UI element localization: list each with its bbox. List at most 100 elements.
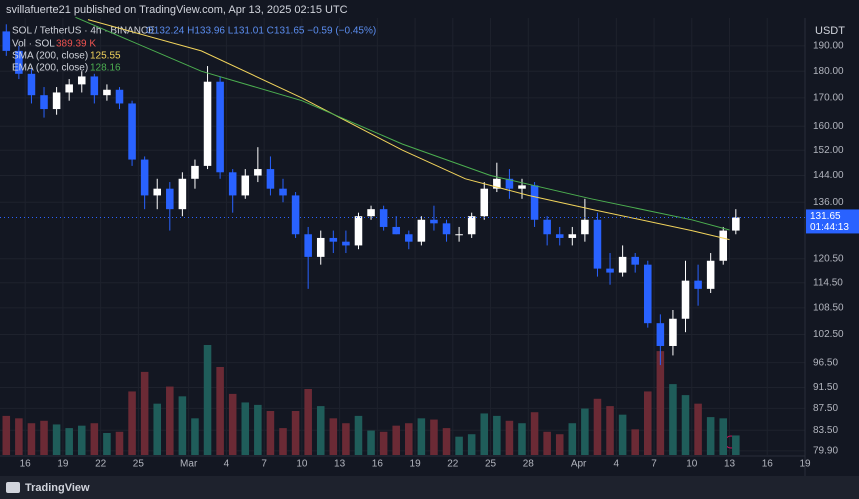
candle-body: [732, 217, 740, 231]
volume-bar: [593, 398, 602, 455]
volume-bar: [618, 414, 627, 455]
candle-body: [316, 237, 325, 257]
volume-bar: [103, 433, 111, 455]
candle-body: [543, 219, 551, 235]
candle-body: [77, 76, 86, 85]
candle-body: [329, 237, 338, 242]
x-tick-label: 4: [224, 459, 230, 470]
x-tick-label: 19: [57, 459, 69, 470]
candle-body: [644, 264, 652, 324]
y-tick-label: 160.00: [813, 121, 844, 132]
volume-bar: [442, 428, 451, 455]
candle-body: [191, 165, 199, 179]
candle-body: [681, 280, 690, 319]
y-tick-label: 87.50: [813, 403, 838, 414]
volume-bar: [681, 395, 690, 455]
last-price-label: 131.65: [810, 211, 841, 222]
candle-body: [65, 84, 73, 93]
volume-bar: [52, 424, 61, 455]
candle-body: [694, 280, 702, 289]
y-tick-label: 152.00: [813, 145, 844, 156]
volume-bar: [291, 411, 300, 455]
candle-body: [52, 92, 61, 110]
x-tick-label: 16: [20, 459, 32, 470]
volume-bar: [153, 403, 161, 455]
candle-body: [40, 95, 48, 110]
volume-bar: [505, 420, 514, 455]
candle-body: [555, 234, 564, 238]
candle-body: [417, 219, 426, 242]
candle-body: [166, 188, 174, 210]
candle-body: [593, 219, 602, 269]
volume-bar: [77, 425, 86, 455]
volume-bar: [304, 389, 312, 455]
volume-bar: [606, 406, 614, 455]
candle-body: [631, 256, 639, 265]
indicator-line: [87, 19, 730, 241]
candle-body: [291, 195, 300, 235]
x-tick-label: 13: [724, 459, 736, 470]
volume-bar: [203, 345, 212, 455]
y-tick-label: 91.50: [813, 382, 838, 393]
volume-bar: [279, 428, 287, 455]
ohlc-label: O132.24 H133.96 L131.01 C131.65 −0.59 (−…: [146, 26, 376, 37]
volume-bar: [467, 434, 476, 455]
y-tick-label: 96.50: [813, 357, 838, 368]
volume-label: 389.39 K: [56, 39, 96, 50]
volume-bar: [128, 391, 136, 455]
indicator-value: 125.55: [90, 51, 121, 62]
x-tick-label: 16: [372, 459, 384, 470]
y-tick-label: 83.50: [813, 425, 838, 436]
y-tick-label: 180.00: [813, 66, 844, 77]
candle-body: [656, 323, 665, 346]
candle-body: [153, 188, 161, 196]
currency: USDT: [815, 25, 845, 37]
volume-bar: [90, 423, 99, 455]
x-tick-label: 4: [614, 459, 620, 470]
volume-bar: [430, 419, 438, 455]
candle-body: [128, 103, 136, 160]
candle-body: [203, 81, 212, 166]
volume-bar: [656, 351, 665, 455]
x-tick-label: 19: [799, 459, 811, 470]
volume-bar: [2, 415, 11, 455]
x-tick-label: 10: [296, 459, 308, 470]
candle-body: [15, 50, 23, 74]
volume-bar: [694, 403, 702, 455]
candle-body: [379, 209, 388, 227]
x-tick-label: Mar: [180, 459, 198, 470]
volume-bar: [518, 423, 526, 455]
candle-body: [279, 188, 287, 196]
indicator-name: EMA (200, close): [12, 63, 88, 74]
candle-body: [706, 260, 715, 289]
volume-bar: [266, 411, 275, 455]
candle-body: [216, 81, 224, 173]
candle-body: [568, 234, 577, 238]
publisher: svillafuerte21 published on TradingView.…: [6, 4, 348, 16]
volume-bar: [405, 423, 413, 455]
x-tick-label: 10: [686, 459, 698, 470]
x-tick-label: 13: [334, 459, 346, 470]
candle-body: [304, 234, 312, 257]
x-tick-label: 28: [523, 459, 535, 470]
volume-bar: [631, 429, 639, 455]
volume-bar: [480, 413, 489, 455]
x-tick-label: Apr: [571, 459, 587, 470]
y-tick-label: 79.90: [813, 446, 838, 457]
volume-bar: [354, 415, 363, 455]
candle-body: [90, 76, 99, 96]
volume-bar: [568, 423, 577, 455]
x-tick-label: 25: [133, 459, 145, 470]
volume-bar: [191, 418, 199, 455]
candle-body: [254, 169, 262, 176]
symbol-title: SOL / TetherUS · 4h · BINANCE: [12, 26, 155, 37]
candle-body: [367, 209, 375, 217]
volume-bar: [228, 393, 237, 455]
candle-body: [228, 172, 237, 196]
candle-body: [669, 318, 677, 346]
volume-bar: [581, 408, 589, 455]
volume-bar: [669, 384, 677, 455]
countdown: 01:44:13: [810, 222, 849, 233]
volume-bar: [555, 434, 564, 455]
